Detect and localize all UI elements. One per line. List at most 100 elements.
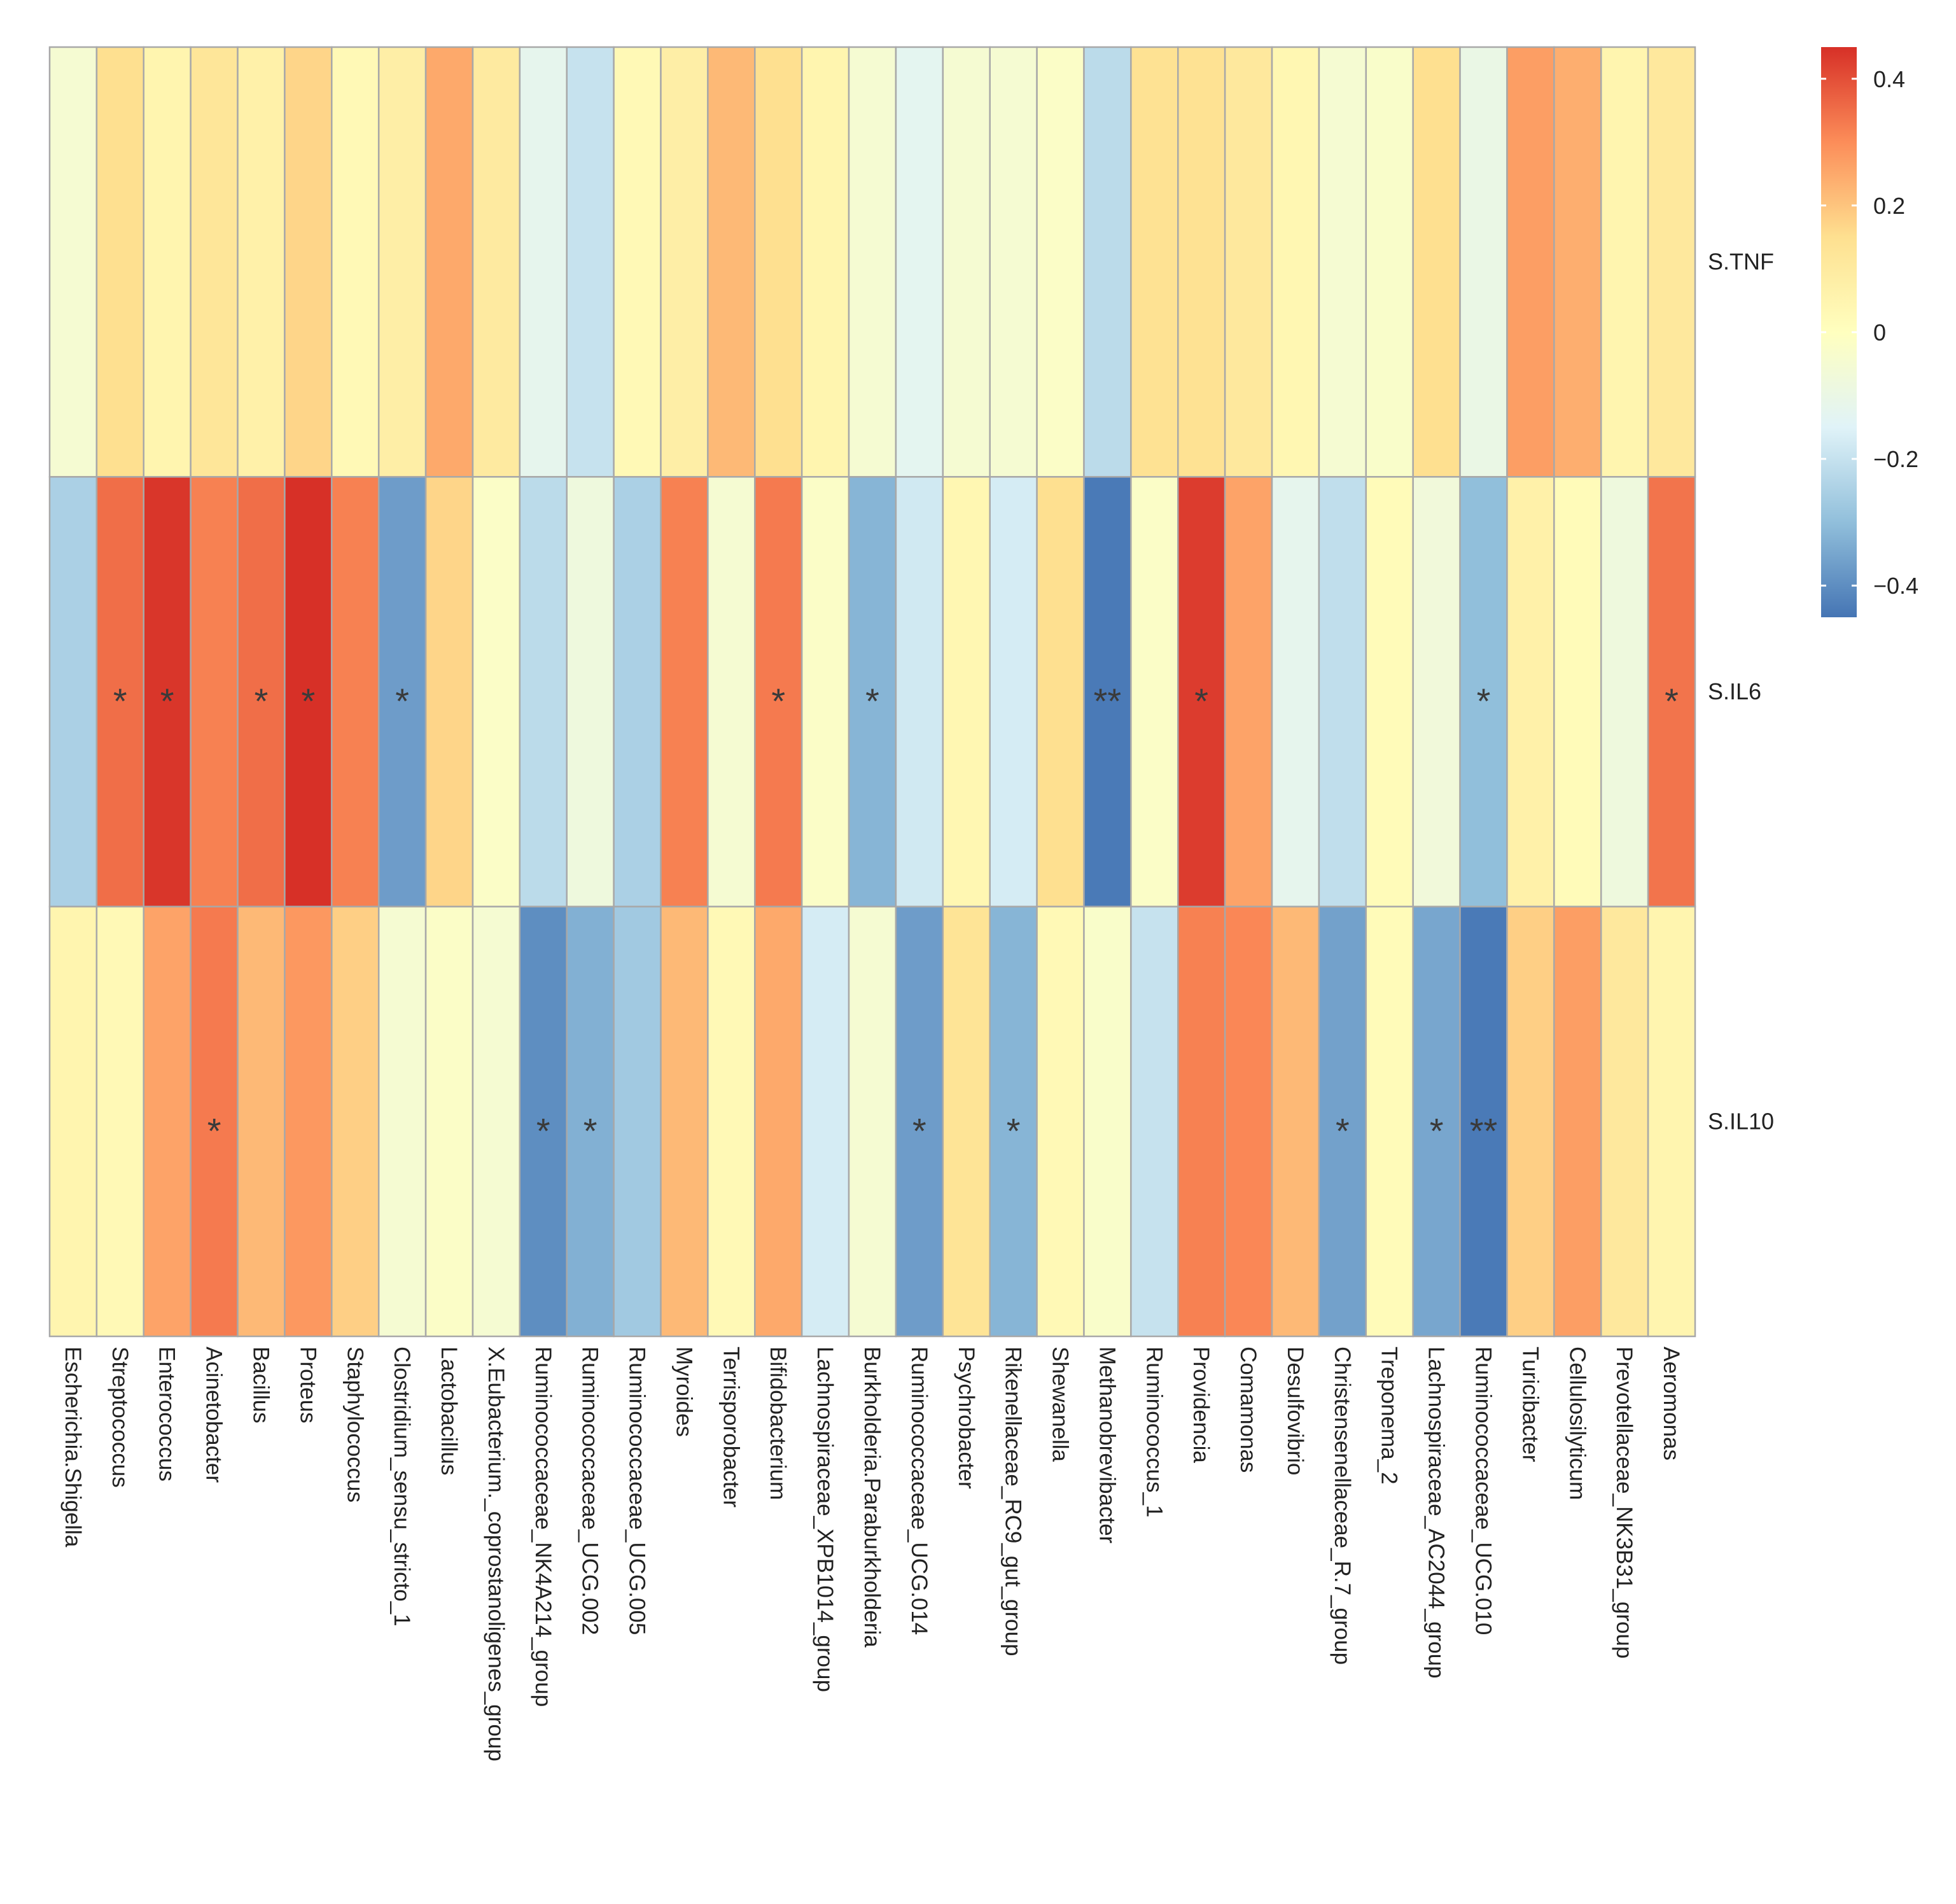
column-label: Clostridium_sensu_stricto_1: [389, 1347, 414, 1627]
heatmap-cell-S.IL10-Proteus: [284, 906, 333, 1338]
heatmap-cell-S.IL6-Treponema_2: [1365, 476, 1414, 907]
heatmap-cell-S.IL10-Burkholderia.Paraburkholderia: [848, 906, 897, 1338]
row-labels: S.TNF S.IL6 S.IL10: [1708, 249, 1774, 1135]
significance-star: *: [536, 1110, 550, 1151]
heatmap-cell-S.IL10-Treponema_2: [1365, 906, 1414, 1338]
heatmap-cell-S.IL10-X.Eubacterium._coprostanoligenes_group: [472, 906, 521, 1338]
colorbar-tick-label: 0.2: [1873, 193, 1905, 219]
heatmap-cell-S.IL10-Ruminococcaceae_UCG.002: [566, 906, 615, 1338]
heatmap-cell-S.IL6-Lactobacillus: [424, 476, 474, 907]
heatmap-cell-S.TNF-Lactobacillus: [424, 46, 474, 478]
heatmap-cell-S.IL10-Clostridium_sensu_stricto_1: [377, 906, 427, 1338]
column-label: Prevotellaceae_NK3B31_group: [1612, 1347, 1637, 1658]
significance-star: *: [395, 681, 409, 721]
heatmap-cell-S.IL10-Staphylococcus: [331, 906, 380, 1338]
heatmap-cell-S.TNF-Terrisporobacter: [707, 46, 756, 478]
heatmap-cell-S.TNF-Comamonas: [1224, 46, 1273, 478]
significance-star: *: [1007, 1110, 1021, 1151]
significance-star: **: [1470, 1110, 1498, 1151]
heatmap-cell-S.IL6-Lachnospiraceae_XPB1014_group: [800, 476, 850, 907]
heatmap-cell-S.IL6-Ruminococcaceae_UCG.010: [1459, 476, 1508, 907]
column-label: Providencia: [1189, 1347, 1213, 1463]
heatmap-cell-S.IL6-Terrisporobacter: [707, 476, 756, 907]
color-legend: 0.4 0.2 0 −0.2 −0.4: [1821, 47, 1918, 617]
row-label-S.IL6: S.IL6: [1708, 678, 1761, 704]
heatmap-cell-S.TNF-Bacillus: [237, 46, 286, 478]
heatmap-cell-S.IL10-Streptococcus: [95, 906, 145, 1338]
significance-star: *: [771, 681, 785, 721]
significance-star: *: [1430, 1110, 1444, 1151]
significance-star: *: [1336, 1110, 1350, 1151]
column-label: Psychrobacter: [954, 1347, 979, 1489]
heatmap-cell-S.IL10-Myroides: [660, 906, 709, 1338]
heatmap-cell-S.IL10-Ruminococcaceae_UCG.005: [613, 906, 662, 1338]
column-label: Bacillus: [248, 1347, 273, 1424]
heatmap-cell-S.IL6-Burkholderia.Paraburkholderia: [848, 476, 897, 907]
heatmap-cell-S.TNF-Clostridium_sensu_stricto_1: [377, 46, 427, 478]
significance-star: *: [912, 1110, 926, 1151]
heatmap-cell-S.IL10-Cellulosilyticum: [1553, 906, 1602, 1338]
heatmap-cell-S.IL10-Lachnospiraceae_AC2044_group: [1412, 906, 1461, 1338]
heatmap-cell-S.IL6-Ruminococcaceae_NK4A214_group: [519, 476, 568, 907]
column-label: Ruminococcaceae_UCG.010: [1471, 1347, 1496, 1635]
heatmap-cell-S.IL10-Lactobacillus: [424, 906, 474, 1338]
heatmap-cell-S.IL10-Ruminococcus_1: [1130, 906, 1179, 1338]
heatmap-cell-S.TNF-Aeromonas: [1647, 46, 1696, 478]
heatmap-cell-S.IL10-Christensenellaceae_R.7_group: [1318, 906, 1367, 1338]
colorbar-tick-label: 0.4: [1873, 66, 1905, 92]
heatmap-cell-S.IL10-Bifidobacterium: [754, 906, 803, 1338]
column-labels: Escherichia.Shigella Streptococcus Enteroc…: [60, 1347, 1684, 1761]
heatmap-cell-S.IL6-Streptococcus: [95, 476, 145, 907]
row-label-S.TNF: S.TNF: [1708, 249, 1774, 275]
heatmap-cell-S.IL6-Escherichia.Shigella: [48, 476, 98, 907]
heatmap-cell-S.IL6-Clostridium_sensu_stricto_1: [377, 476, 427, 907]
heatmap-cell-S.TNF-Burkholderia.Paraburkholderia: [848, 46, 897, 478]
heatmap-cell-S.TNF-Providencia: [1177, 46, 1226, 478]
heatmap-cell-S.IL10-Aeromonas: [1647, 906, 1696, 1338]
column-label: Ruminococcaceae_UCG.014: [907, 1347, 932, 1635]
heatmap-cell-S.IL6-Shewanella: [1036, 476, 1085, 907]
heatmap-cell-S.IL6-Lachnospiraceae_AC2044_group: [1412, 476, 1461, 907]
heatmap-cell-S.TNF-Christensenellaceae_R.7_group: [1318, 46, 1367, 478]
column-label: Streptococcus: [108, 1347, 132, 1488]
heatmap-cell-S.IL10-Turicibacter: [1506, 906, 1555, 1338]
heatmap-cell-S.TNF-Proteus: [284, 46, 333, 478]
heatmap-cell-S.TNF-Shewanella: [1036, 46, 1085, 478]
heatmap-cell-S.IL10-Lachnospiraceae_XPB1014_group: [800, 906, 850, 1338]
heatmap-cell-S.IL10-Providencia: [1177, 906, 1226, 1338]
column-label: Ruminococcaceae_UCG.005: [625, 1347, 650, 1635]
column-label: Staphylococcus: [342, 1347, 367, 1502]
heatmap-cell-S.TNF-Turicibacter: [1506, 46, 1555, 478]
column-label: Terrisporobacter: [718, 1347, 743, 1508]
heatmap-cell-S.IL6-X.Eubacterium._coprostanoligenes_group: [472, 476, 521, 907]
heatmap-cell-S.IL6-Ruminococcus_1: [1130, 476, 1179, 907]
heatmap-cell-S.TNF-Ruminococcaceae_UCG.014: [895, 46, 944, 478]
heatmap-cell-S.IL6-Bifidobacterium: [754, 476, 803, 907]
heatmap-cell-S.IL6-Comamonas: [1224, 476, 1273, 907]
heatmap-cell-S.IL6-Ruminococcaceae_UCG.002: [566, 476, 615, 907]
significance-star: *: [583, 1110, 597, 1151]
heatmap-cell-S.IL6-Turicibacter: [1506, 476, 1555, 907]
significance-star: *: [113, 681, 127, 721]
heatmap-cell-S.TNF-Cellulosilyticum: [1553, 46, 1602, 478]
heatmap-cell-S.IL10-Ruminococcaceae_NK4A214_group: [519, 906, 568, 1338]
colorbar-tick-label: 0: [1873, 319, 1886, 346]
heatmap-cell-S.TNF-Myroides: [660, 46, 709, 478]
column-label: Cellulosilyticum: [1565, 1347, 1589, 1500]
heatmap-cell-S.IL10-Psychrobacter: [942, 906, 991, 1338]
heatmap-cell-S.TNF-Bifidobacterium: [754, 46, 803, 478]
heatmap-cell-S.IL10-Escherichia.Shigella: [48, 906, 98, 1338]
heatmap-cell-S.TNF-Lachnospiraceae_XPB1014_group: [800, 46, 850, 478]
column-label: X.Eubacterium._coprostanoligenes_group: [484, 1347, 508, 1761]
column-label: Ruminococcaceae_NK4A214_group: [531, 1347, 555, 1707]
significance-star: *: [301, 681, 315, 721]
column-label: Comamonas: [1236, 1347, 1261, 1473]
column-label: Burkholderia.Paraburkholderia: [860, 1347, 884, 1648]
heatmap-cell-S.TNF-Ruminococcaceae_UCG.010: [1459, 46, 1508, 478]
heatmap-cell-S.IL10-Terrisporobacter: [707, 906, 756, 1338]
heatmap-cell-S.IL6-Ruminococcaceae_UCG.014: [895, 476, 944, 907]
heatmap-cell-S.IL6-Rikenellaceae_RC9_gut_group: [989, 476, 1038, 907]
heatmap-cell-S.IL6-Cellulosilyticum: [1553, 476, 1602, 907]
heatmap-cell-S.IL6-Aeromonas: [1647, 476, 1696, 907]
